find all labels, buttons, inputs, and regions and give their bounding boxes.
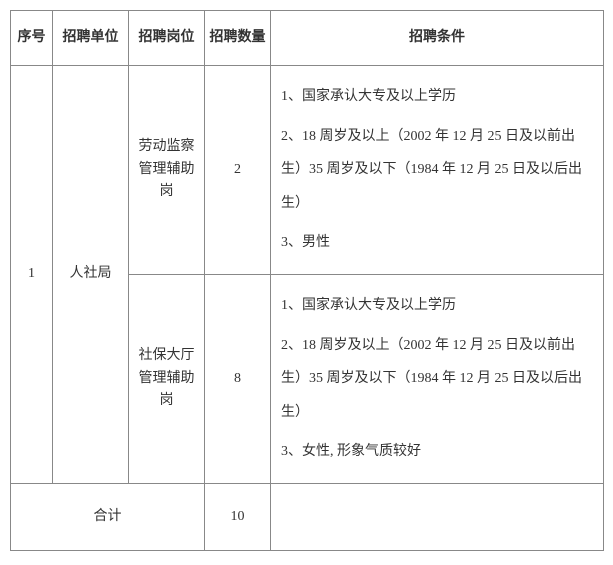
col-header-quantity: 招聘数量: [205, 11, 271, 66]
col-header-index: 序号: [11, 11, 53, 66]
table-row: 1 人社局 劳动监察 管理辅助岗 2 1、国家承认大专及以上学历 2、18 周岁…: [11, 66, 604, 275]
col-header-position: 招聘岗位: [129, 11, 205, 66]
condition-item: 3、女性, 形象气质较好: [281, 435, 593, 469]
cell-quantity: 2: [205, 66, 271, 275]
col-header-org: 招聘单位: [53, 11, 129, 66]
col-header-condition: 招聘条件: [271, 11, 604, 66]
condition-item: 2、18 周岁及以上（2002 年 12 月 25 日及以前出生）35 周岁及以…: [281, 329, 593, 430]
table-footer-row: 合计 10: [11, 483, 604, 550]
condition-item: 2、18 周岁及以上（2002 年 12 月 25 日及以前出生）35 周岁及以…: [281, 120, 593, 221]
cell-index: 1: [11, 66, 53, 484]
position-line2: 管理辅助岗: [139, 371, 195, 408]
condition-item: 1、国家承认大专及以上学历: [281, 80, 593, 114]
cell-conditions: 1、国家承认大专及以上学历 2、18 周岁及以上（2002 年 12 月 25 …: [271, 66, 604, 275]
cell-org: 人社局: [53, 66, 129, 484]
recruitment-table: 序号 招聘单位 招聘岗位 招聘数量 招聘条件 1 人社局 劳动监察 管理辅助岗 …: [10, 10, 604, 551]
cell-position: 劳动监察 管理辅助岗: [129, 66, 205, 275]
table-header-row: 序号 招聘单位 招聘岗位 招聘数量 招聘条件: [11, 11, 604, 66]
cell-position: 社保大厅 管理辅助岗: [129, 274, 205, 483]
position-line1: 社保大厅: [139, 348, 195, 363]
cell-quantity: 8: [205, 274, 271, 483]
cell-total-value: 10: [205, 483, 271, 550]
condition-item: 1、国家承认大专及以上学历: [281, 289, 593, 323]
position-line2: 管理辅助岗: [139, 162, 195, 199]
cell-conditions: 1、国家承认大专及以上学历 2、18 周岁及以上（2002 年 12 月 25 …: [271, 274, 604, 483]
condition-item: 3、男性: [281, 226, 593, 260]
cell-total-label: 合计: [11, 483, 205, 550]
cell-total-blank: [271, 483, 604, 550]
position-line1: 劳动监察: [139, 139, 195, 154]
